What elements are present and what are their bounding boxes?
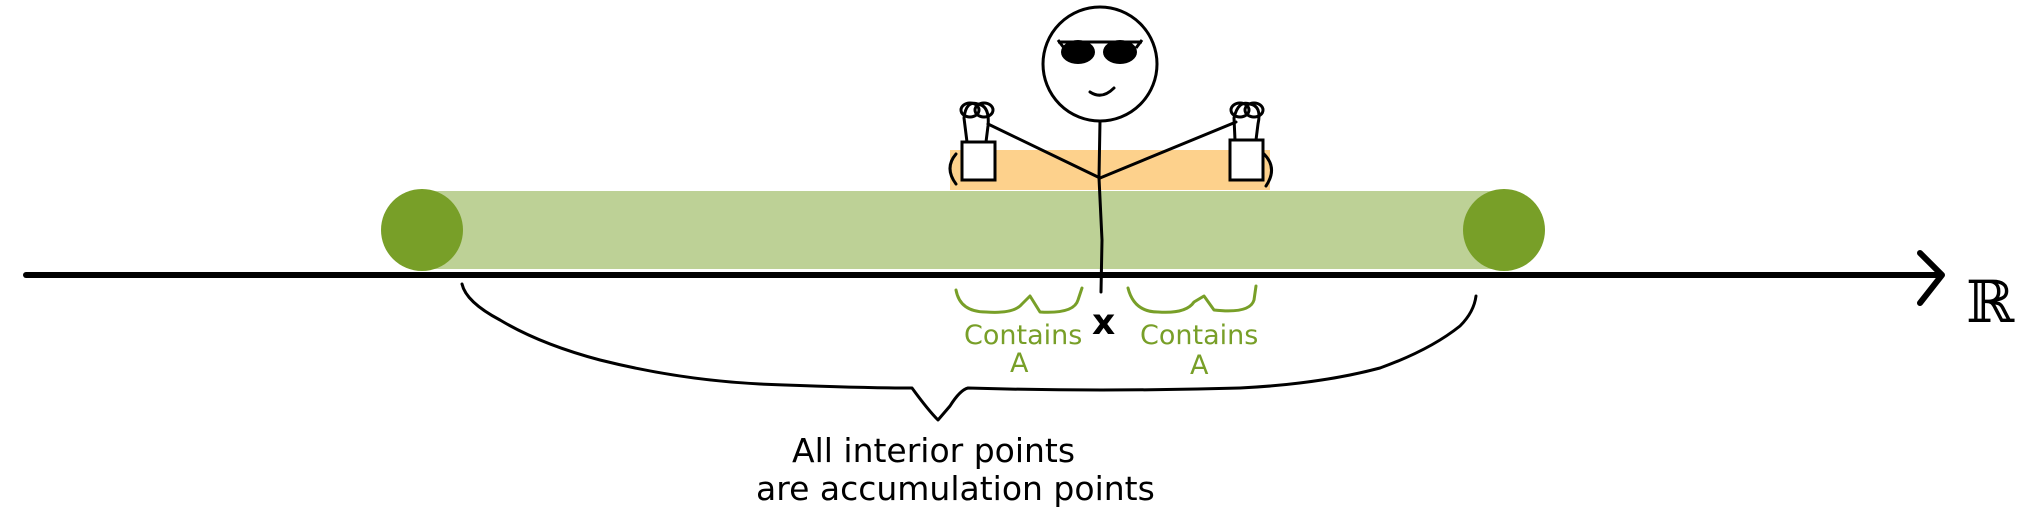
right-contains-label: Contains (1140, 320, 1258, 351)
lock-icon (959, 101, 997, 182)
caption-line-1: All interior points (792, 431, 1075, 470)
interval-right-endpoint (1463, 189, 1545, 271)
number-line-arrowhead (1917, 250, 1945, 306)
figure-right-arm (1098, 120, 1238, 180)
sunglasses-icon (1056, 39, 1144, 64)
figure-smile (1088, 86, 1116, 97)
right-neighborhood-brace (1126, 284, 1258, 314)
left-contains-a-label: A (1010, 348, 1029, 379)
point-x-label: x (1092, 302, 1115, 343)
figure-body (1097, 119, 1104, 294)
figure-left-arm (986, 122, 1102, 180)
axis-label: ℝ (1966, 268, 2015, 336)
interval-left-endpoint (381, 189, 463, 271)
neighborhood-band (950, 150, 1270, 190)
figure-head (1041, 5, 1159, 123)
caption-line-2: are accumulation points (756, 469, 1155, 508)
neighborhood-left-paren (948, 152, 958, 186)
neighborhood-right-paren (1262, 152, 1273, 188)
right-contains-a-label: A (1190, 350, 1209, 381)
lock-icon (1228, 101, 1265, 182)
stick-figure (959, 5, 1265, 294)
left-neighborhood-brace (954, 286, 1084, 314)
interval-brace (460, 282, 1478, 422)
interval-band (422, 191, 1504, 269)
left-contains-label: Contains (964, 320, 1082, 351)
